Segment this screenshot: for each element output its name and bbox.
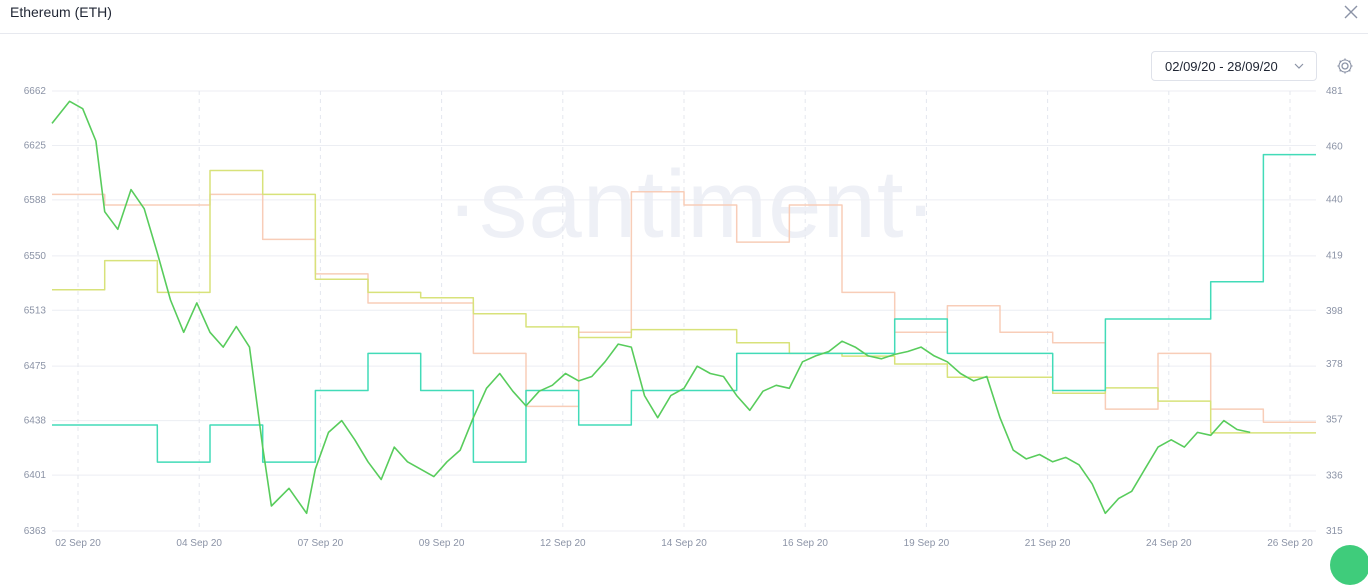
y-left-tick-label: 6513 — [24, 305, 47, 316]
y-right-tick-label: 357 — [1326, 415, 1343, 426]
price-chart[interactable]: 6662 6625 6588 6550 6513 6475 6438 6401 6363 481 4… — [0, 80, 1368, 557]
x-tick-label: 21 Sep 20 — [1025, 538, 1071, 549]
chevron-down-icon — [1294, 63, 1304, 69]
green-series-line — [51, 100, 1251, 515]
gear-icon[interactable] — [1336, 57, 1354, 75]
chart-title: Ethereum (ETH) — [10, 4, 112, 20]
date-range-button[interactable]: 02/09/20 - 28/09/20 — [1151, 51, 1317, 81]
y-right-tick-label: 419 — [1326, 250, 1343, 261]
y-left-tick-label: 6550 — [24, 251, 47, 262]
y-right-tick-label: 398 — [1326, 306, 1343, 317]
x-tick-label: 14 Sep 20 — [661, 538, 707, 549]
y-left-tick-label: 6625 — [24, 140, 47, 151]
y-left-tick-label: 6588 — [24, 195, 47, 206]
y-right-tick-label: 481 — [1326, 86, 1343, 97]
y-right-tick-label: 336 — [1326, 470, 1343, 481]
x-tick-label: 07 Sep 20 — [298, 538, 344, 549]
close-icon[interactable] — [1344, 5, 1358, 19]
y-right-tick-label: 440 — [1326, 195, 1343, 206]
y-left-tick-label: 6475 — [24, 361, 47, 372]
teal-series-line — [52, 153, 1316, 463]
x-tick-label: 04 Sep 20 — [176, 538, 222, 549]
modal-header: Ethereum (ETH) — [0, 0, 1368, 34]
yellow-series-line — [52, 169, 1316, 434]
x-tick-label: 02 Sep 20 — [55, 538, 101, 549]
x-tick-label: 24 Sep 20 — [1146, 538, 1192, 549]
x-tick-label: 16 Sep 20 — [782, 538, 828, 549]
y-right-tick-label: 378 — [1326, 359, 1343, 370]
y-left-tick-label: 6363 — [24, 526, 47, 537]
x-tick-label: 09 Sep 20 — [419, 538, 465, 549]
help-button[interactable] — [1330, 545, 1368, 585]
x-tick-label: 19 Sep 20 — [904, 538, 950, 549]
y-left-tick-label: 6438 — [24, 416, 47, 427]
x-tick-label: 26 Sep 20 — [1267, 538, 1313, 549]
y-right-tick-label: 315 — [1326, 526, 1343, 537]
x-tick-label: 12 Sep 20 — [540, 538, 586, 549]
y-right-tick-label: 460 — [1326, 142, 1343, 153]
date-range-label: 02/09/20 - 28/09/20 — [1165, 58, 1278, 74]
y-left-tick-label: 6662 — [24, 86, 47, 97]
y-left-tick-label: 6401 — [24, 470, 47, 481]
